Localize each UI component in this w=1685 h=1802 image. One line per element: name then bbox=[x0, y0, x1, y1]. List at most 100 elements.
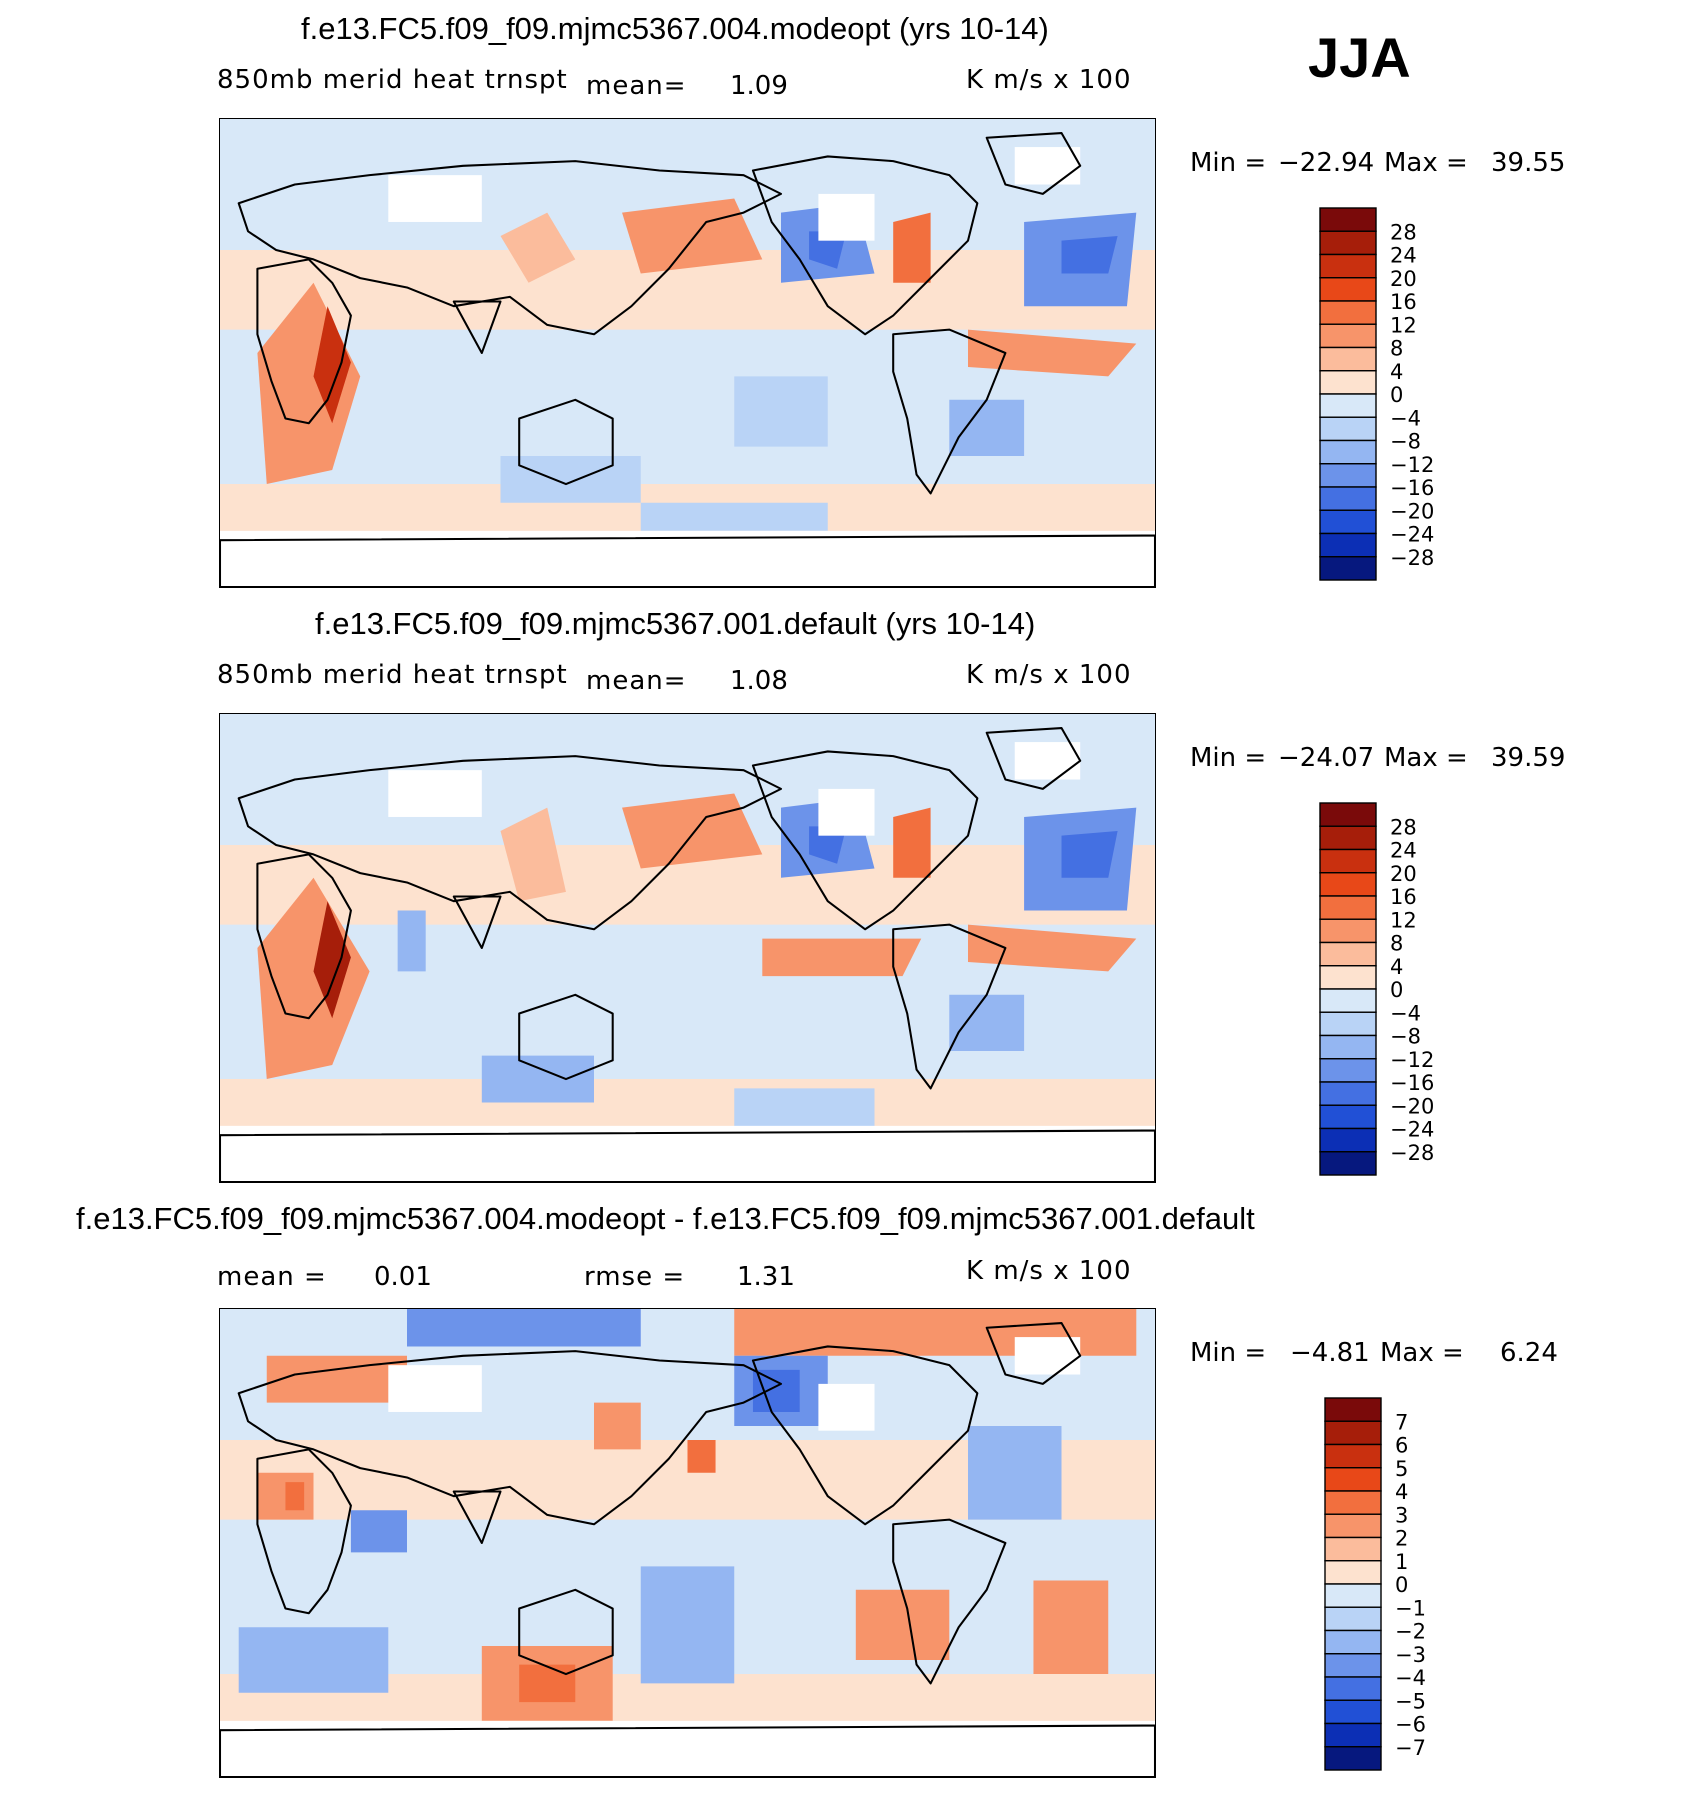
contour-region-3 bbox=[500, 807, 566, 902]
colorbar-swatch-14 bbox=[1319, 532, 1377, 558]
contour-region-1 bbox=[313, 901, 351, 1019]
colorbar-tick-label-0: 28 bbox=[1390, 815, 1417, 839]
colorbar-tick-label-8: −1 bbox=[1395, 1596, 1426, 1620]
colorbar-swatch-11 bbox=[1319, 463, 1377, 488]
coastline-antarctica bbox=[220, 534, 1155, 587]
colorbar-tick-label-14: −28 bbox=[1390, 546, 1434, 570]
panel-3-min-value: −4.81 bbox=[1290, 1338, 1370, 1368]
colorbar-swatch-8 bbox=[1319, 393, 1377, 418]
colorbar-tick-label-6: 4 bbox=[1390, 360, 1403, 384]
colorbar-swatch-14 bbox=[1324, 1722, 1382, 1748]
colorbar-swatch-1 bbox=[1319, 825, 1377, 851]
panel-1-mean-label: mean= bbox=[586, 71, 687, 101]
colorbar-swatch-0 bbox=[1319, 802, 1377, 827]
colorbar-tick-label-8: −4 bbox=[1390, 1001, 1421, 1025]
contour-region-10 bbox=[762, 938, 922, 977]
contour-band-1 bbox=[220, 1674, 1155, 1731]
panel-3-mean-label: mean = bbox=[217, 1262, 327, 1292]
panel-3-min-label: Min = bbox=[1190, 1338, 1267, 1368]
panel-2-colorbar: 28 24 20 16 12 8 4 0 −4 −8 −12 −16 −20 −24 −28 bbox=[1319, 802, 1434, 1176]
colorbar-swatch-13 bbox=[1319, 1104, 1377, 1130]
colorbar-tick-label-12: −20 bbox=[1390, 1094, 1434, 1118]
panel-3-rmse-value: 1.31 bbox=[737, 1262, 795, 1292]
contour-region-14 bbox=[734, 1088, 875, 1136]
colorbar-tick-label-4: 12 bbox=[1390, 313, 1417, 337]
colorbar-tick-label-1: 24 bbox=[1390, 839, 1417, 863]
contour-region-2 bbox=[397, 910, 426, 972]
colorbar-tick-label-7: 0 bbox=[1395, 1573, 1408, 1597]
panel-3-map-svg bbox=[220, 1309, 1155, 1777]
contour-region-8 bbox=[1061, 236, 1118, 274]
colorbar-tick-label-2: 20 bbox=[1390, 862, 1417, 886]
coastline-south-america bbox=[892, 1518, 1007, 1685]
colorbar-tick-label-9: −8 bbox=[1390, 1025, 1421, 1049]
contour-region-9 bbox=[968, 329, 1137, 377]
coastline-north-america bbox=[751, 750, 979, 931]
colorbar-swatch-7 bbox=[1319, 370, 1377, 395]
coastline-eurasia bbox=[237, 1350, 783, 1526]
colorbar-tick-label-14: −28 bbox=[1390, 1141, 1434, 1165]
colorbar-tick-label-9: −8 bbox=[1390, 430, 1421, 454]
panel-2-map-svg bbox=[220, 714, 1155, 1182]
missing-data-patch-2 bbox=[1014, 1337, 1081, 1375]
colorbar-tick-label-13: −24 bbox=[1390, 523, 1434, 547]
colorbar-tick-label-3: 16 bbox=[1390, 290, 1417, 314]
colorbar-tick-label-13: −6 bbox=[1395, 1713, 1426, 1737]
contour-region-0 bbox=[407, 1309, 641, 1347]
missing-data-patch-2 bbox=[1014, 742, 1081, 780]
contour-region-4 bbox=[285, 1482, 305, 1511]
colorbar-tick-label-9: −2 bbox=[1395, 1620, 1426, 1644]
coastline-greenland bbox=[985, 1322, 1082, 1385]
colorbar-tick-label-6: 1 bbox=[1395, 1550, 1408, 1574]
missing-data-patch-1 bbox=[818, 788, 875, 836]
panel-2-min-label: Min = bbox=[1190, 743, 1267, 773]
panel-3-title: f.e13.FC5.f09_f09.mjmc5367.004.modeopt -… bbox=[76, 1201, 1255, 1236]
contour-region-10 bbox=[968, 1426, 1062, 1520]
colorbar-tick-label-13: −24 bbox=[1390, 1118, 1434, 1142]
panel-1-min-label: Min = bbox=[1190, 148, 1267, 178]
colorbar-swatch-0 bbox=[1319, 207, 1377, 232]
panel-2-title: f.e13.FC5.f09_f09.mjmc5367.001.default (… bbox=[315, 606, 1036, 641]
panel-1-colorbar: 28 24 20 16 12 8 4 0 −4 −8 −12 −16 −20 −24 −28 bbox=[1319, 207, 1434, 581]
coastline-africa bbox=[256, 1448, 352, 1615]
coastline-north-america bbox=[751, 155, 979, 336]
contour-region-13 bbox=[481, 1055, 594, 1103]
missing-data-patch-1 bbox=[818, 193, 875, 241]
coastline-south-america bbox=[892, 328, 1007, 495]
colorbar-swatch-11 bbox=[1319, 1058, 1377, 1083]
panel-1-map bbox=[219, 118, 1156, 588]
colorbar-swatch-2 bbox=[1319, 253, 1377, 279]
colorbar-tick-label-5: 8 bbox=[1390, 337, 1403, 361]
coastline-antarctica bbox=[220, 1724, 1155, 1777]
contour-region-12 bbox=[500, 455, 641, 503]
panel-2-map bbox=[219, 713, 1156, 1183]
panel-1-max-value: 39.55 bbox=[1491, 148, 1566, 178]
colorbar-tick-label-0: 28 bbox=[1390, 220, 1417, 244]
coastline-africa bbox=[256, 258, 352, 425]
colorbar-tick-label-1: 24 bbox=[1390, 244, 1417, 268]
panel-2-max-value: 39.59 bbox=[1491, 743, 1566, 773]
contour-region-13 bbox=[640, 502, 828, 531]
colorbar-swatch-0 bbox=[1324, 1397, 1382, 1422]
colorbar-swatch-6 bbox=[1319, 941, 1377, 967]
contour-region-1 bbox=[313, 306, 351, 424]
colorbar-swatch-1 bbox=[1324, 1420, 1382, 1446]
season-label: JJA bbox=[1308, 26, 1411, 89]
coastline-eurasia bbox=[237, 160, 783, 336]
colorbar-swatch-4 bbox=[1319, 300, 1377, 325]
contour-region-6 bbox=[893, 212, 931, 283]
colorbar-swatch-15 bbox=[1324, 1746, 1382, 1771]
colorbar-tick-label-2: 20 bbox=[1390, 267, 1417, 291]
colorbar-tick-label-12: −20 bbox=[1390, 499, 1434, 523]
colorbar-swatch-11 bbox=[1324, 1653, 1382, 1678]
contour-region-11 bbox=[968, 924, 1137, 972]
colorbar-tick-label-3: 4 bbox=[1395, 1480, 1408, 1504]
colorbar-tick-label-8: −4 bbox=[1390, 406, 1421, 430]
coastline-australia bbox=[518, 398, 614, 486]
panel-2-mean-value: 1.08 bbox=[730, 666, 788, 696]
colorbar-swatch-5 bbox=[1319, 323, 1377, 349]
coastline-australia bbox=[518, 993, 614, 1081]
colorbar-swatch-12 bbox=[1324, 1676, 1382, 1701]
colorbar-tick-label-10: −12 bbox=[1390, 453, 1434, 477]
